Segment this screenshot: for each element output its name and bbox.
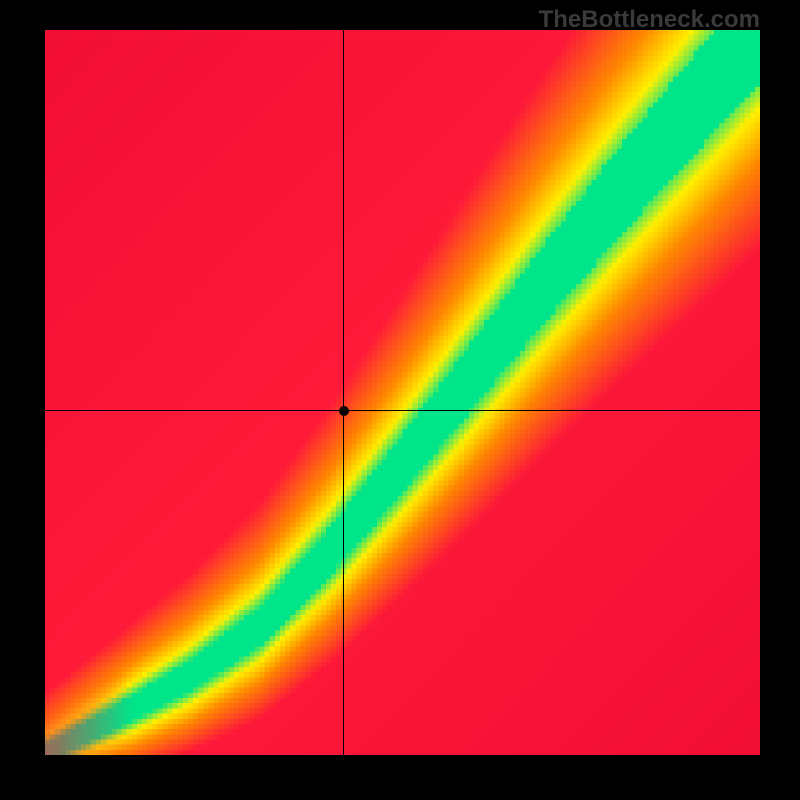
selected-point-marker (339, 406, 349, 416)
crosshair-vertical (343, 30, 344, 755)
watermark-label: TheBottleneck.com (539, 6, 760, 34)
bottleneck-heatmap (45, 30, 760, 755)
chart-container: TheBottleneck.com (0, 0, 800, 800)
crosshair-horizontal (45, 410, 760, 411)
